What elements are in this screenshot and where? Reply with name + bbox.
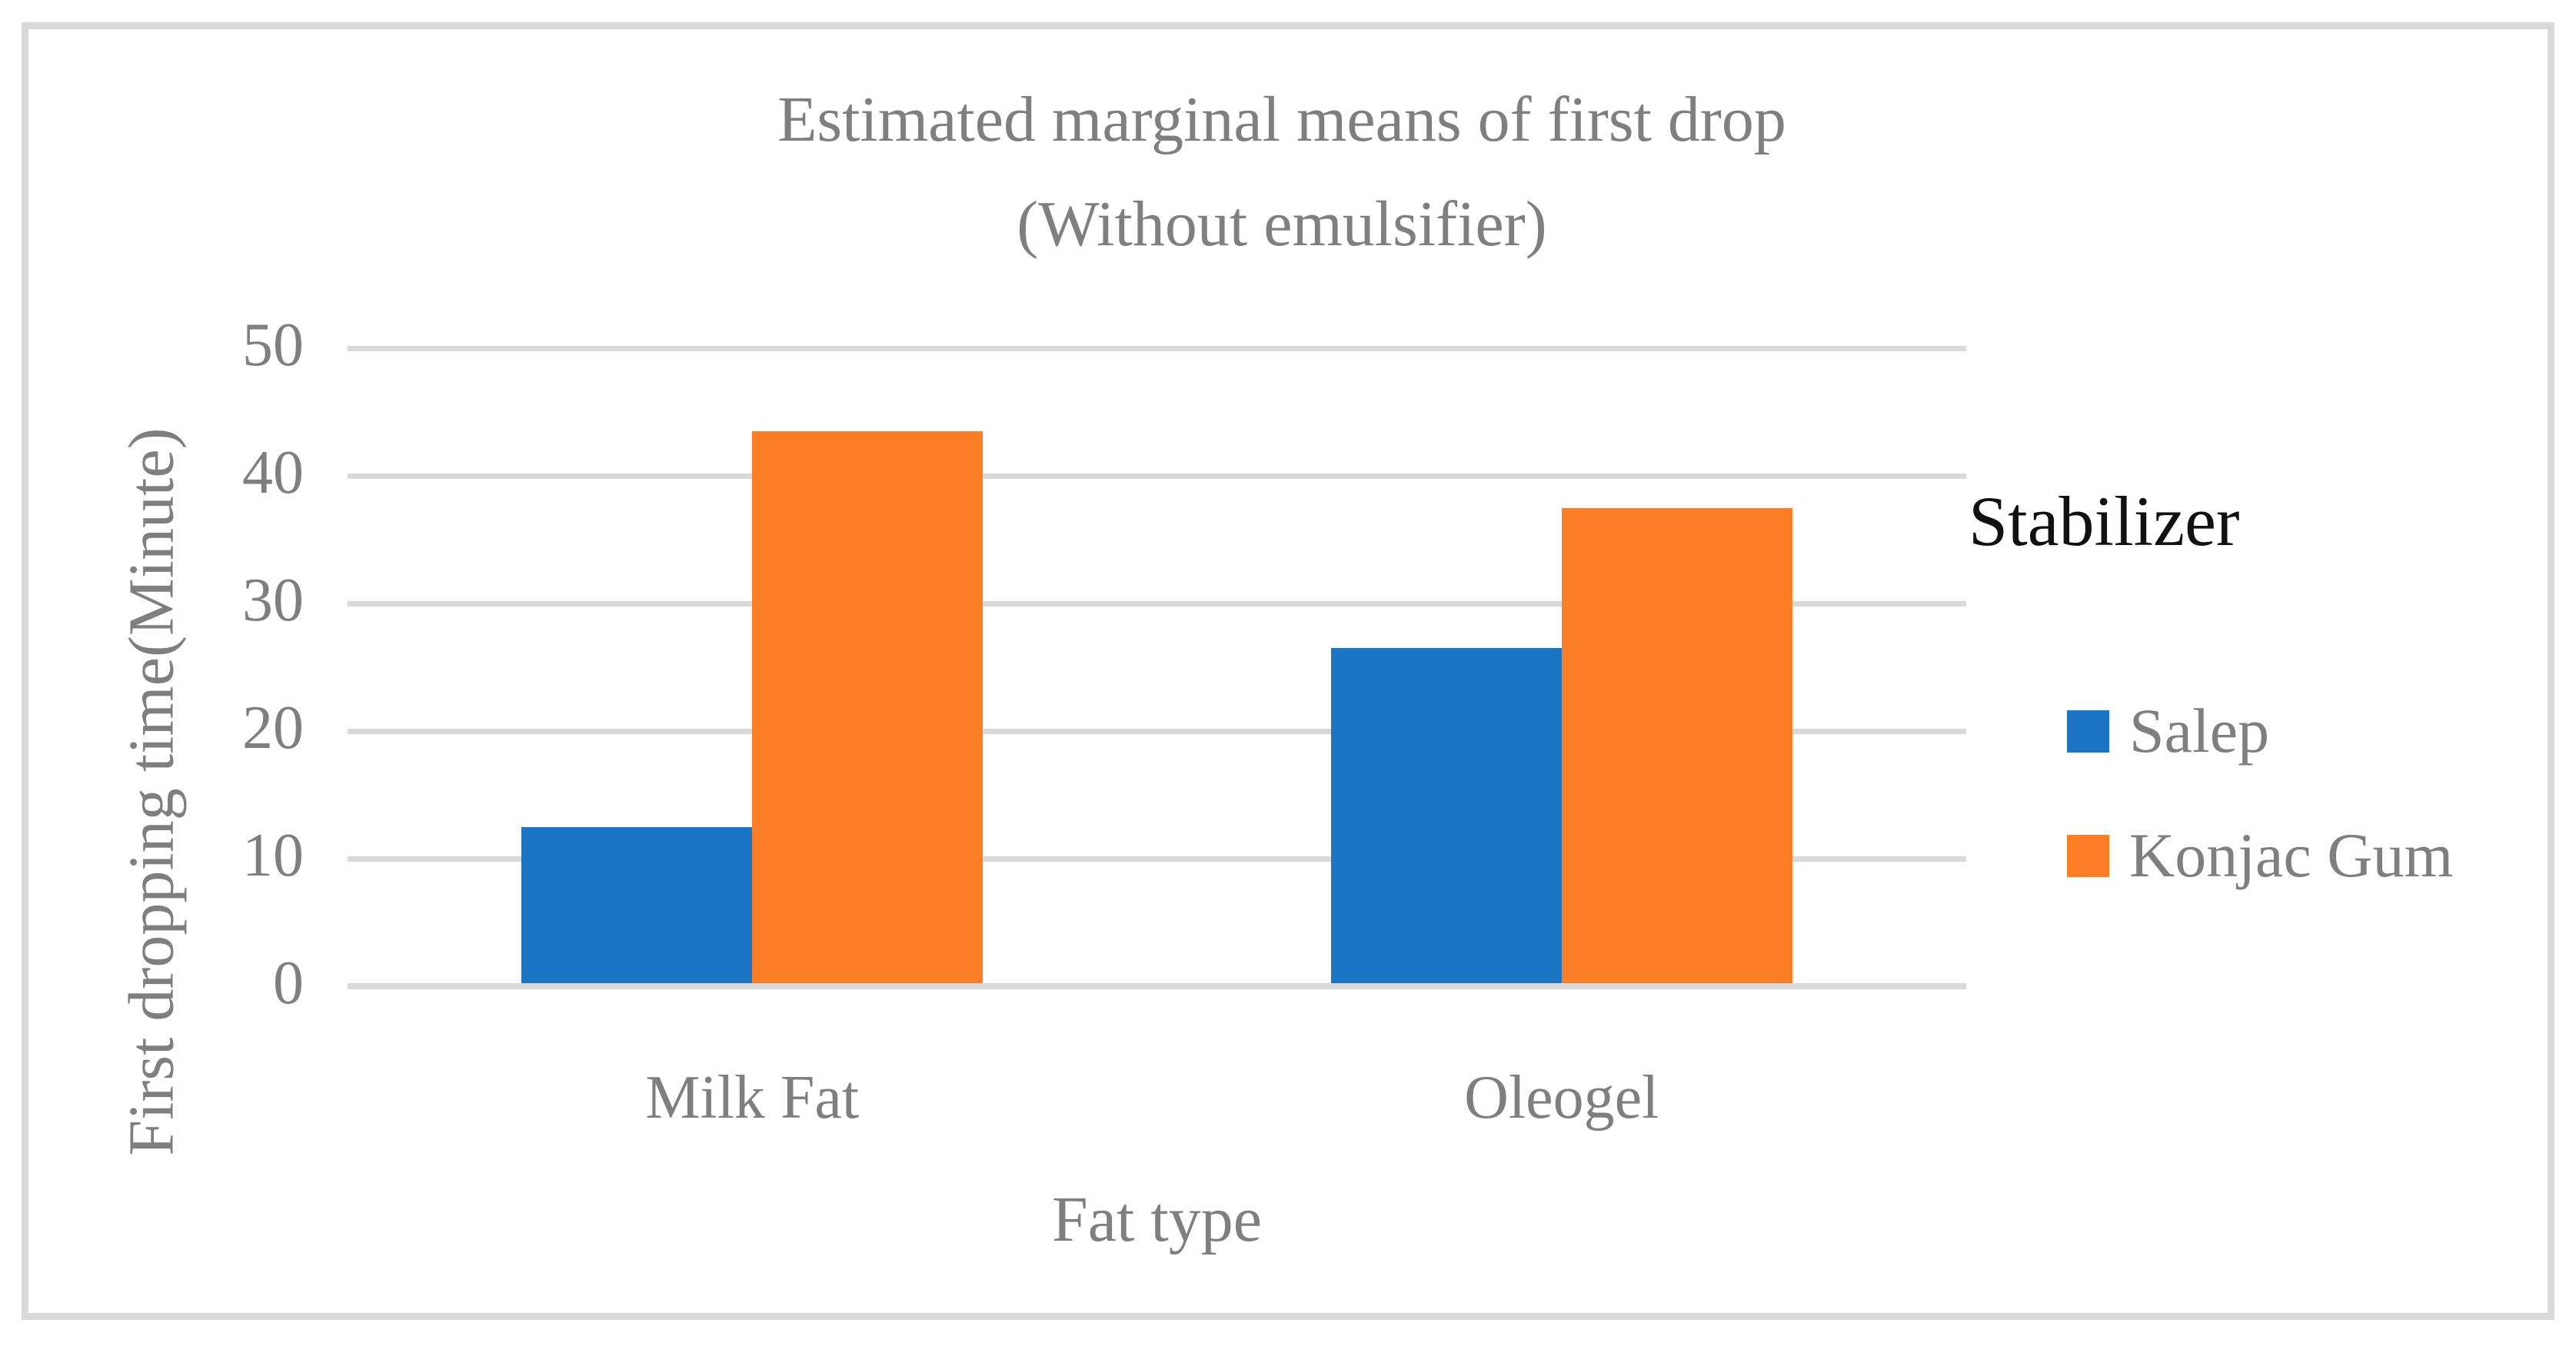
y-axis-title: First dropping time(Minute) — [115, 427, 188, 1156]
legend-item-salep: Salep — [2067, 695, 2269, 767]
chart-frame — [22, 22, 2554, 1320]
legend-swatch-salep — [2067, 710, 2109, 753]
bar-konjac-gum-milk-fat — [752, 430, 983, 986]
y-tick-label-30: 30 — [242, 566, 304, 634]
x-axis-line — [348, 983, 1966, 989]
gridline-y-50 — [348, 345, 1966, 351]
category-label-milk-fat: Milk Fat — [645, 1064, 860, 1132]
y-tick-label-0: 0 — [273, 949, 304, 1017]
bar-konjac-gum-oleogel — [1561, 507, 1792, 986]
legend-label-salep: Salep — [2129, 696, 2270, 766]
gridline-y-10 — [348, 856, 1966, 862]
y-tick-label-20: 20 — [242, 693, 304, 762]
legend-swatch-konjac-gum — [2067, 834, 2109, 877]
y-tick-label-50: 50 — [242, 311, 304, 379]
x-axis-title: Fat type — [1052, 1184, 1262, 1255]
gridline-y-20 — [348, 728, 1966, 734]
legend-item-konjac-gum: Konjac Gum — [2067, 819, 2453, 892]
chart-title: Estimated marginal means of first drop (… — [777, 68, 1786, 277]
gridline-y-30 — [348, 600, 1966, 607]
gridline-y-40 — [348, 473, 1966, 479]
legend-label-konjac-gum: Konjac Gum — [2129, 820, 2454, 890]
legend-title: Stabilizer — [1969, 482, 2240, 560]
y-tick-label-10: 10 — [242, 821, 304, 889]
chart-title-line1: Estimated marginal means of first drop — [777, 84, 1786, 155]
category-label-oleogel: Oleogel — [1464, 1064, 1659, 1132]
bar-salep-oleogel — [1330, 648, 1562, 986]
y-tick-label-40: 40 — [242, 438, 304, 507]
bar-salep-milk-fat — [521, 826, 753, 986]
chart-title-line2: (Without emulsifier) — [1017, 188, 1547, 261]
